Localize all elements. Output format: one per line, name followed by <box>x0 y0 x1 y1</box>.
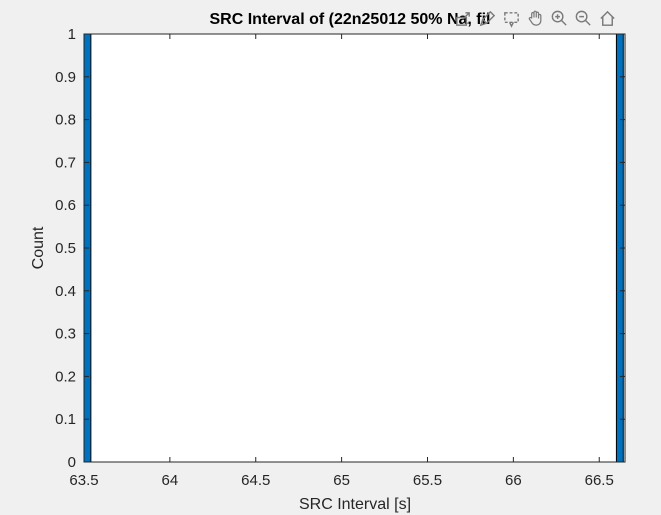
x-tick-label: 64 <box>162 472 179 489</box>
zoom-in-button[interactable] <box>548 7 570 29</box>
y-tick-label: 0.5 <box>55 240 76 257</box>
y-tick-label: 0.1 <box>55 411 76 428</box>
x-tick-label: 63.5 <box>69 472 98 489</box>
x-tick-label: 65 <box>333 472 350 489</box>
y-tick-label: 0.3 <box>55 326 76 343</box>
zoom-in-icon <box>551 10 567 26</box>
pan-button[interactable] <box>524 7 546 29</box>
export-button[interactable] <box>452 7 474 29</box>
home-icon <box>599 10 615 26</box>
axes: 63.5 64 64.5 65 65.5 66 66.5 00.10.20.30.40.50… <box>55 26 626 489</box>
brush-button[interactable] <box>476 7 498 29</box>
y-tick-label: 0.8 <box>55 112 76 129</box>
zoom-out-button[interactable] <box>572 7 594 29</box>
home-button[interactable] <box>596 7 618 29</box>
zoom-out-icon <box>575 10 591 26</box>
y-tick-label: 0.4 <box>55 283 76 300</box>
x-tick-label: 66.5 <box>585 472 614 489</box>
export-icon <box>455 11 470 26</box>
x-tick-label: 65.5 <box>413 472 442 489</box>
y-tick-label: 0.9 <box>55 69 76 86</box>
y-tick-label: 0.7 <box>55 154 76 171</box>
datatip-button[interactable] <box>500 7 522 29</box>
x-tick-label: 66 <box>505 472 522 489</box>
plot-area <box>84 34 625 462</box>
brush-icon <box>479 10 495 26</box>
chart-title: SRC Interval of (22n25012 50% Na, fil <box>210 11 491 28</box>
y-axis-label: Count <box>30 226 47 269</box>
y-ticks: 0 0.1 0.2 0.3 0.4 0.5 0.6 0.7 0.8 0.9 1 <box>55 26 625 471</box>
x-ticks: 63.5 64 64.5 65 65.5 66 66.5 <box>69 34 614 489</box>
datatip-icon <box>503 11 519 28</box>
x-axis-label: SRC Interval [s] <box>299 496 411 513</box>
y-tick-label: 1 <box>68 26 76 43</box>
x-tick-label: 64.5 <box>241 472 270 489</box>
y-tick-label: 0.2 <box>55 368 76 385</box>
pan-icon <box>528 10 541 26</box>
y-tick-label: 0.6 <box>55 197 76 214</box>
y-tick-label: 0 <box>68 454 76 471</box>
axes-toolbar <box>452 6 618 30</box>
